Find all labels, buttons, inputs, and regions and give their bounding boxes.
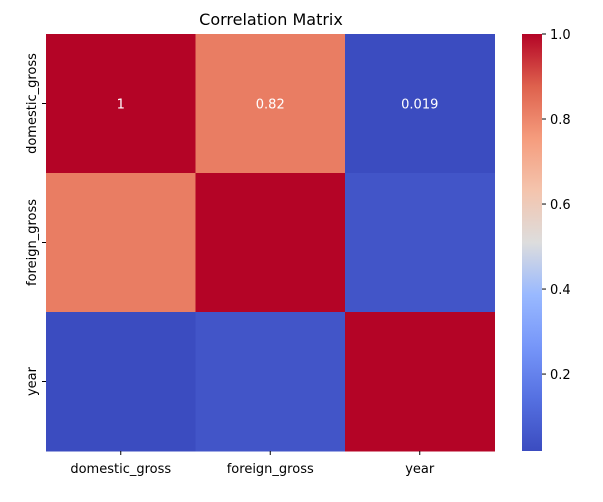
x-tick-label: domestic_gross [70,462,171,477]
x-axis: domestic_gross foreign_gross year [70,451,435,477]
heatmap-cell [46,312,196,452]
colorbar-tick-label: 0.2 [550,368,571,383]
heatmap-cell [195,312,346,452]
colorbar-tick-label: 0.6 [550,198,571,213]
colorbar: 0.2 0.4 0.6 0.8 1.0 [522,28,571,451]
colorbar-gradient [522,34,542,451]
heatmap-cell [46,173,196,313]
colorbar-tick-label: 0.8 [550,113,571,128]
chart-title: Correlation Matrix [199,10,343,29]
cell-annotation: 1 [117,98,125,113]
cell-annotations: 1 0.82 0.019 [117,98,439,113]
x-tick-label: foreign_gross [227,462,314,477]
heatmap-cell [345,173,495,313]
cell-annotation: 0.82 [256,98,285,113]
y-tick-label: domestic_gross [25,53,40,154]
y-tick-label: year [25,366,40,396]
colorbar-tick-label: 1.0 [550,28,571,43]
heatmap-cell [195,34,346,174]
y-tick-label: foreign_gross [25,199,40,286]
colorbar-tick-label: 0.4 [550,283,571,298]
cell-annotation: 0.019 [401,98,438,113]
x-tick-label: year [405,462,435,477]
heatmap-cell [46,34,196,174]
heatmap-cell [195,173,346,313]
heatmap-cell [345,34,495,174]
heatmap-cell [345,312,495,452]
heatmap-cells [46,34,495,452]
